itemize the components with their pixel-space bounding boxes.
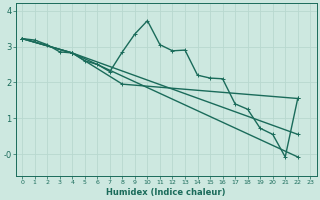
- X-axis label: Humidex (Indice chaleur): Humidex (Indice chaleur): [107, 188, 226, 197]
